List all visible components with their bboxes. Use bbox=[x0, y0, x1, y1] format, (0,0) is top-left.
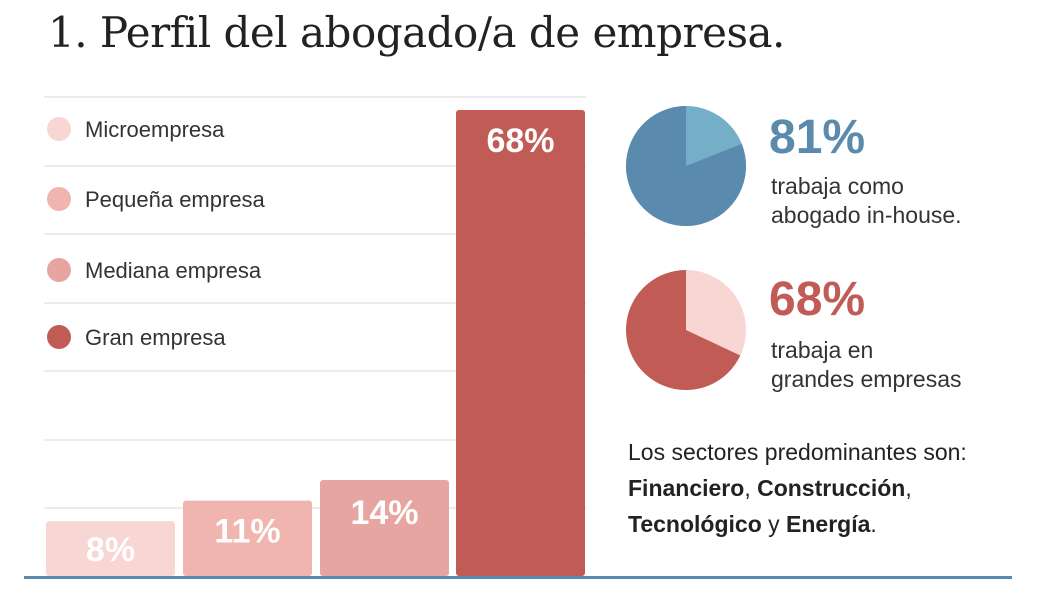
pie-slice-main bbox=[626, 106, 746, 226]
stat-large-companies-line-1: trabaja en bbox=[771, 337, 874, 363]
sector-energia: Energía bbox=[786, 511, 871, 537]
stat-large-companies-percent: 68% bbox=[769, 273, 866, 326]
legend-label: Microempresa bbox=[85, 117, 225, 142]
sectors-end: . bbox=[870, 511, 877, 537]
stat-in-house-description: trabaja como abogado in-house. bbox=[771, 172, 962, 230]
bar-1 bbox=[46, 521, 175, 576]
pie-slice-main bbox=[626, 270, 741, 390]
stat-large-companies-description: trabaja en grandes empresas bbox=[771, 336, 962, 394]
bar-value-label: 14% bbox=[350, 494, 418, 532]
sectors-separator: , bbox=[905, 475, 912, 501]
legend-swatch bbox=[47, 258, 71, 282]
legend-label: Gran empresa bbox=[85, 325, 226, 350]
sector-tecnologico: Tecnológico bbox=[628, 511, 762, 537]
bar-value-label: 8% bbox=[86, 531, 135, 569]
page-title: 1. Perfil del abogado/a de empresa. bbox=[48, 8, 785, 57]
bar-value-label: 11% bbox=[214, 513, 280, 551]
stat-in-house-line-2: abogado in-house. bbox=[771, 202, 962, 228]
legend-swatch bbox=[47, 325, 71, 349]
sectors-separator: , bbox=[744, 475, 758, 501]
stat-in-house-percent: 81% bbox=[769, 111, 866, 164]
sector-financiero: Financiero bbox=[628, 475, 745, 501]
bar-2 bbox=[183, 500, 312, 576]
legend-swatch bbox=[47, 187, 71, 211]
legend-swatch bbox=[47, 117, 71, 141]
bar-3 bbox=[320, 480, 449, 576]
sectors-line-3: Tecnológico y Energía. bbox=[628, 506, 967, 542]
legend-label: Mediana empresa bbox=[85, 258, 262, 283]
pie-chart-large-companies bbox=[626, 270, 746, 390]
sector-construccion: Construcción bbox=[757, 475, 906, 501]
bar-value-label: 68% bbox=[486, 122, 554, 160]
stat-large-companies-line-2: grandes empresas bbox=[771, 366, 962, 392]
stat-in-house-line-1: trabaja como bbox=[771, 173, 904, 199]
sectors-line-2: Financiero, Construcción, bbox=[628, 470, 967, 506]
sectors-separator: y bbox=[761, 511, 787, 537]
pie-chart-in-house bbox=[626, 106, 746, 226]
sectors-text: Los sectores predominantes son: Financie… bbox=[628, 434, 967, 542]
legend-label: Pequeña empresa bbox=[85, 187, 266, 212]
bar-4 bbox=[456, 110, 585, 576]
sectors-intro: Los sectores predominantes son: bbox=[628, 439, 967, 465]
